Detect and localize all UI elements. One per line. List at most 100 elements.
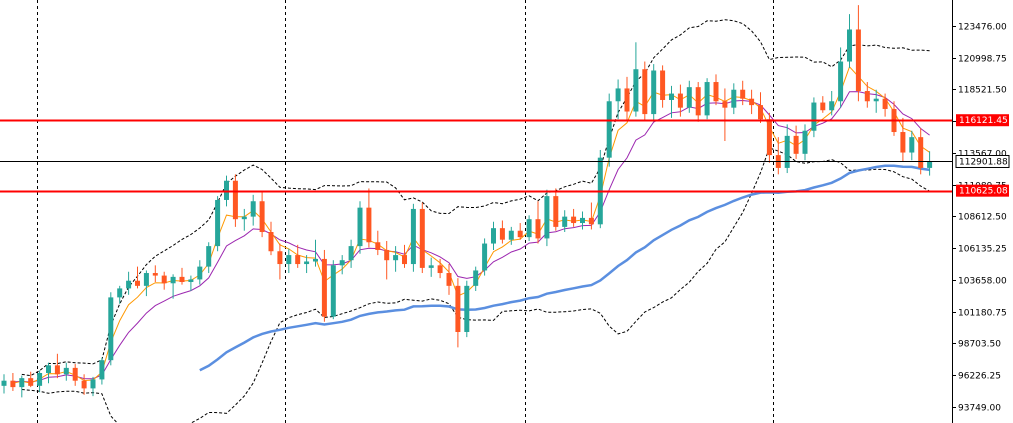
candle-body	[571, 216, 577, 224]
candle-body	[624, 88, 630, 112]
candle-body	[651, 70, 657, 115]
candle-body	[419, 208, 425, 268]
candle-body	[562, 216, 568, 227]
candle-body	[375, 242, 381, 250]
candle-body	[250, 201, 256, 217]
candle-body	[508, 230, 514, 240]
candle-body	[402, 255, 407, 265]
candle-body	[722, 101, 728, 108]
candle-body	[731, 89, 737, 108]
candle-body	[740, 89, 746, 99]
candle-body	[847, 29, 852, 62]
current-price-tag-label: 112901.88	[959, 157, 1008, 167]
candle-body	[339, 260, 345, 266]
candle-layer	[1, 5, 933, 398]
candle-body	[642, 69, 648, 115]
level-tag-0-bg	[956, 114, 1009, 127]
candle-body	[927, 161, 933, 168]
candle-body	[677, 93, 683, 108]
candle-body	[72, 367, 78, 381]
candle-body	[117, 288, 123, 298]
candle-body	[544, 196, 550, 239]
candle-body	[295, 255, 301, 265]
candle-body	[758, 105, 763, 120]
candle-body	[918, 137, 924, 168]
candle-body	[553, 196, 559, 227]
candle-body	[90, 379, 96, 389]
candle-body	[704, 82, 710, 116]
candle-body	[63, 367, 69, 375]
candle-body	[330, 265, 336, 317]
candle-body	[197, 266, 203, 280]
candle-body	[348, 246, 354, 261]
candle-body	[669, 93, 674, 100]
long-moving-average	[199, 164, 930, 372]
plot-background	[0, 0, 952, 423]
y-tick-label: 123476.00	[958, 23, 1007, 33]
candle-body	[152, 273, 158, 276]
y-tick-label: 101180.75	[958, 309, 1007, 319]
candle-body	[54, 365, 60, 375]
candle-body	[526, 219, 532, 238]
candle-body	[161, 275, 167, 284]
candle-body	[749, 98, 755, 106]
candle-body	[1, 380, 7, 386]
candle-body	[206, 246, 212, 267]
candle-body	[864, 91, 870, 102]
candle-body	[766, 119, 772, 156]
candle-body	[428, 265, 434, 268]
candle-body	[99, 360, 105, 380]
y-tick-label: 108612.50	[958, 213, 1007, 223]
candle-body	[713, 82, 719, 102]
y-tick-label: 96226.25	[958, 372, 1001, 382]
candle-body	[215, 199, 221, 247]
candle-body	[695, 87, 701, 116]
candle-body	[410, 208, 416, 265]
candle-body	[224, 180, 229, 200]
candle-body	[241, 216, 247, 220]
candle-body	[46, 365, 51, 374]
candle-body	[686, 87, 692, 108]
y-tick-label: 103658.00	[958, 277, 1007, 287]
candle-body	[268, 232, 274, 252]
level-tag-0-label: 116121.45	[959, 116, 1008, 126]
candle-body	[606, 101, 612, 158]
candle-body	[882, 98, 888, 109]
lower-band	[21, 147, 930, 423]
y-tick-label: 120998.75	[958, 55, 1007, 65]
candle-body	[126, 280, 132, 289]
candle-body	[10, 380, 16, 388]
candle-body	[580, 217, 585, 224]
candle-body	[482, 243, 488, 271]
candle-body	[446, 273, 452, 286]
candle-body	[588, 217, 594, 225]
candle-body	[535, 219, 541, 239]
candle-body	[286, 255, 292, 265]
candle-body	[615, 88, 621, 102]
candle-body	[499, 228, 505, 240]
candle-body	[811, 102, 817, 131]
candle-body	[366, 207, 372, 243]
candle-body	[437, 265, 443, 274]
candle-body	[135, 280, 140, 286]
candle-body	[170, 276, 176, 284]
y-tick-label: 98703.50	[958, 340, 1001, 350]
level-tag-1-label: 110625.08	[959, 187, 1008, 197]
candle-body	[19, 378, 25, 388]
candle-body	[321, 258, 327, 317]
candle-body	[491, 228, 496, 244]
candle-body	[784, 135, 790, 168]
slow-moving-average	[12, 91, 930, 383]
candle-body	[802, 130, 808, 154]
y-tick-label: 106135.25	[958, 245, 1007, 255]
price-axis: 123476.00120998.75118521.50116044.251135…	[952, 23, 1010, 414]
candle-body	[259, 201, 265, 233]
candle-body	[28, 378, 34, 386]
candle-body	[909, 137, 915, 153]
candle-body	[900, 132, 906, 153]
candle-body	[143, 273, 149, 286]
current-price-tag-bg	[955, 154, 1010, 168]
candle-body	[660, 70, 666, 100]
candle-body	[179, 276, 185, 282]
